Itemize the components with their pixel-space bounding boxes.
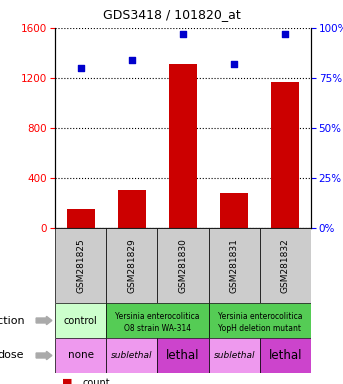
Bar [209, 338, 260, 373]
Point [180, 31, 186, 37]
Bar [67, 209, 95, 228]
Bar [260, 338, 311, 373]
Point [232, 61, 237, 67]
Bar [106, 303, 209, 338]
Bar [157, 228, 209, 303]
Bar [209, 228, 260, 303]
Point [129, 57, 134, 63]
Bar [260, 228, 311, 303]
Bar [55, 303, 106, 338]
Text: YopH deletion mutant: YopH deletion mutant [218, 324, 301, 333]
Bar [271, 83, 299, 228]
Bar [55, 338, 106, 373]
Point [78, 65, 83, 71]
Text: control: control [64, 316, 97, 326]
Text: lethal: lethal [166, 349, 200, 362]
Bar [220, 193, 248, 228]
Text: O8 strain WA-314: O8 strain WA-314 [124, 324, 191, 333]
Bar [169, 64, 197, 228]
Bar [118, 190, 146, 228]
Text: count: count [82, 377, 110, 384]
Text: lethal: lethal [269, 349, 302, 362]
Text: dose: dose [0, 351, 24, 361]
Text: sublethal: sublethal [213, 351, 255, 360]
Bar [55, 228, 106, 303]
Bar [209, 303, 311, 338]
Text: GSM281825: GSM281825 [76, 238, 85, 293]
Point [283, 31, 288, 37]
Text: GDS3418 / 101820_at: GDS3418 / 101820_at [103, 8, 240, 21]
Text: Yersinia enterocolitica: Yersinia enterocolitica [115, 312, 200, 321]
Text: GSM281830: GSM281830 [178, 238, 188, 293]
Text: Yersinia enterocolitica: Yersinia enterocolitica [217, 312, 302, 321]
Text: infection: infection [0, 316, 24, 326]
Bar [106, 338, 157, 373]
Text: sublethal: sublethal [111, 351, 153, 360]
Text: ■: ■ [62, 377, 72, 384]
Bar [157, 338, 209, 373]
Text: GSM281831: GSM281831 [230, 238, 239, 293]
Text: GSM281829: GSM281829 [127, 238, 136, 293]
Text: none: none [68, 351, 94, 361]
Text: GSM281832: GSM281832 [281, 238, 290, 293]
Bar [106, 228, 157, 303]
